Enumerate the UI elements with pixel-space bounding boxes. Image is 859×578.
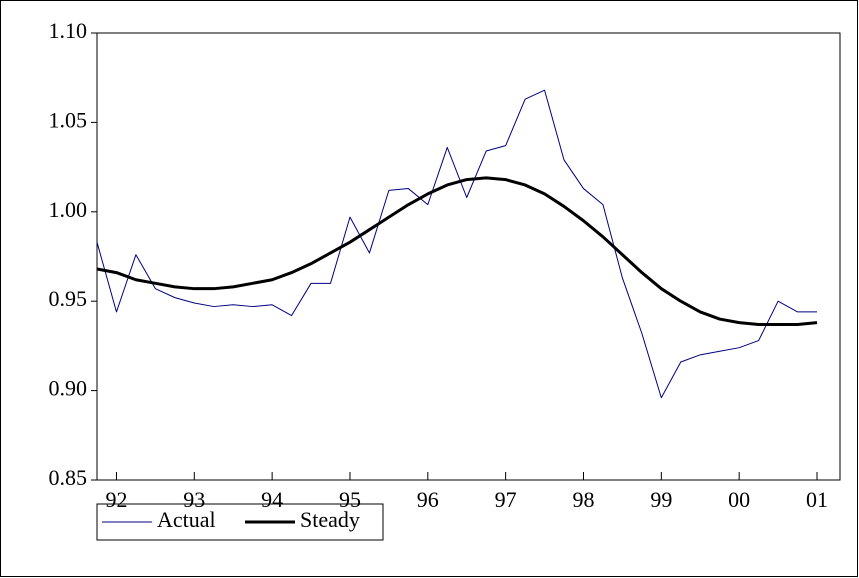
y-tick-label: 0.95 (49, 286, 88, 311)
x-tick-label: 94 (261, 487, 283, 512)
y-tick-label: 0.85 (49, 465, 88, 490)
y-tick-label: 1.05 (49, 107, 88, 132)
x-tick-label: 96 (417, 487, 439, 512)
x-tick-label: 95 (339, 487, 361, 512)
series-line (96, 176, 818, 326)
x-tick-label: 92 (105, 487, 127, 512)
y-tick-label: 1.00 (49, 197, 88, 222)
x-tick-label: 93 (183, 487, 205, 512)
legend-label: Steady (300, 507, 360, 532)
series-line (96, 89, 817, 399)
x-tick-label: 98 (572, 487, 594, 512)
y-tick-label: 1.10 (49, 18, 88, 43)
x-tick-label: 01 (806, 487, 828, 512)
y-tick-label: 0.90 (49, 376, 88, 401)
x-tick-label: 00 (728, 487, 750, 512)
legend-label: Actual (157, 507, 216, 532)
x-tick-label: 97 (495, 487, 517, 512)
x-tick-label: 99 (650, 487, 672, 512)
plot-area (96, 32, 841, 481)
